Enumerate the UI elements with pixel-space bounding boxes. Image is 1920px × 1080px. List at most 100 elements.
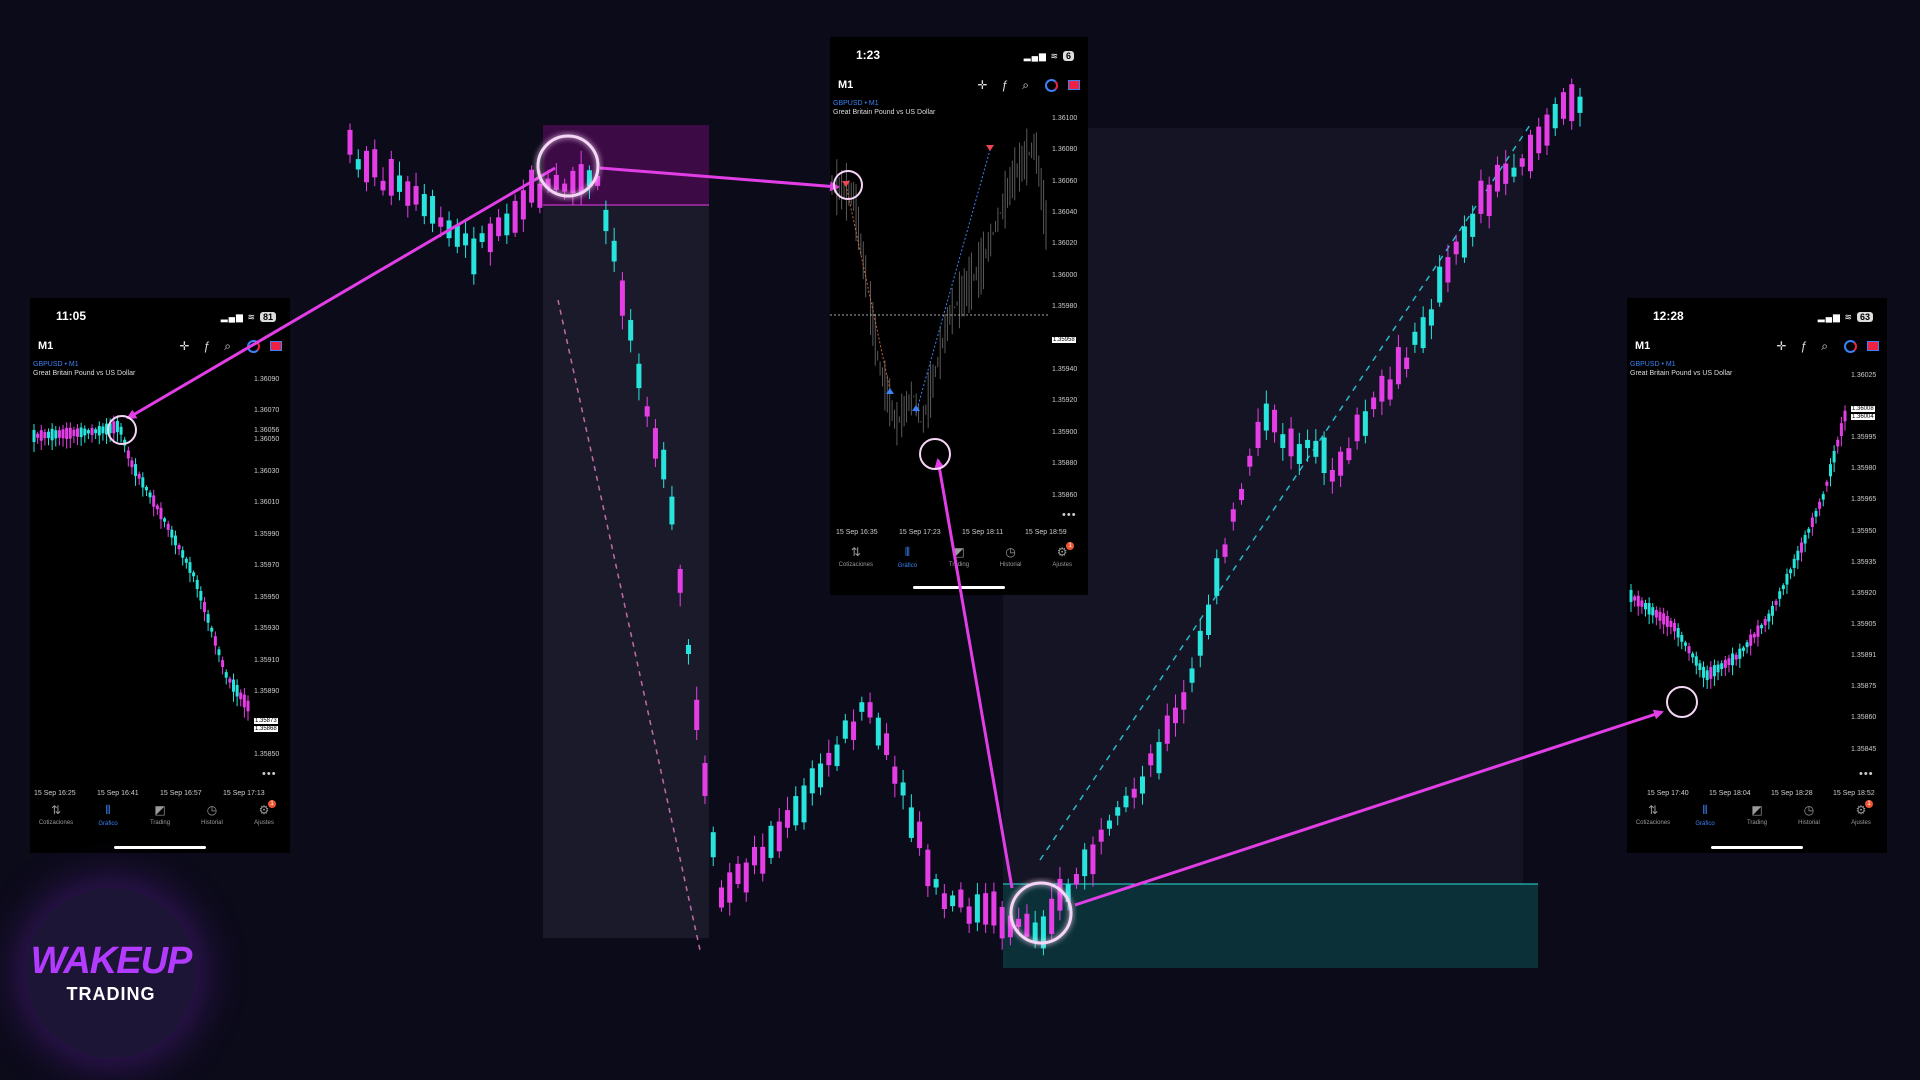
mini-chart[interactable]	[830, 115, 1050, 527]
mini-chart[interactable]	[1627, 376, 1849, 796]
battery-level: 81	[259, 312, 276, 322]
candle	[702, 763, 708, 796]
candle	[1230, 509, 1236, 522]
candle	[1763, 619, 1767, 626]
candle	[347, 129, 353, 155]
y-tick: 1.36050	[254, 436, 280, 443]
nav-trading[interactable]: ◩ Trading	[939, 545, 979, 569]
candle	[875, 717, 881, 746]
candle	[1197, 630, 1203, 656]
y-tick: 1.35920	[1052, 397, 1078, 404]
candle	[1313, 440, 1319, 457]
nav-chart[interactable]: ⦀ Gráfico	[1685, 803, 1725, 827]
y-tick: 1.36070	[254, 407, 280, 414]
nav-settings[interactable]: ⚙ Ajustes 1	[1841, 800, 1881, 827]
trade-icon[interactable]	[270, 341, 282, 351]
more-icon[interactable]: •••	[1859, 768, 1874, 780]
nav-quotes[interactable]: ⇅ Cotizaciones	[836, 545, 876, 569]
trade-icon[interactable]	[1068, 80, 1080, 90]
nav-history[interactable]: ◷ Historial	[192, 803, 232, 827]
account-icon[interactable]	[247, 339, 260, 353]
indicators-icon[interactable]: ƒ	[203, 339, 211, 353]
nav-trading[interactable]: ◩ Trading	[140, 803, 180, 827]
bottom-nav: ⇅ Cotizaciones ⦀ Gráfico ◩ Trading ◷ Histori…	[1627, 800, 1887, 827]
chart-toolbar: M1 ✛ ƒ ⌕	[1627, 334, 1887, 358]
x-tick: 15 Sep 18:04	[1709, 790, 1751, 797]
candle	[1651, 607, 1655, 616]
nav-history[interactable]: ◷ Historial	[1789, 803, 1829, 827]
candle	[1694, 656, 1698, 666]
candle	[108, 423, 112, 434]
y-tick: 1.36090	[254, 376, 280, 383]
candle	[454, 225, 460, 247]
candle	[1731, 653, 1735, 666]
candle	[1486, 184, 1492, 217]
crosshair-icon[interactable]: ✛	[179, 339, 190, 353]
y-tick: 1.35965	[1851, 496, 1877, 503]
candle	[966, 906, 972, 924]
candle	[1781, 585, 1785, 590]
candle	[126, 450, 130, 459]
candle	[1716, 664, 1720, 673]
candle	[1503, 163, 1509, 184]
indicators-icon[interactable]: ƒ	[1001, 78, 1009, 92]
candle	[553, 174, 559, 190]
nav-quotes[interactable]: ⇅ Cotizaciones	[1633, 803, 1673, 827]
candle	[1032, 922, 1038, 944]
indicators-icon[interactable]: ƒ	[1800, 339, 1808, 353]
candles-icon: ⦀	[904, 545, 911, 559]
y-tick: 1.36020	[1052, 240, 1078, 247]
price-axis: 1.36100 1.36080 1.36060 1.36040 1.36020 …	[1050, 115, 1088, 527]
account-icon[interactable]	[1844, 339, 1857, 353]
nav-trading[interactable]: ◩ Trading	[1737, 803, 1777, 827]
candle	[134, 464, 138, 476]
nav-settings[interactable]: ⚙ Ajustes 1	[1042, 542, 1082, 569]
objects-icon[interactable]: ⌕	[224, 338, 231, 353]
nav-settings[interactable]: ⚙ Ajustes 1	[244, 800, 284, 827]
candle	[72, 429, 76, 436]
candle	[1379, 375, 1385, 402]
trade-icon[interactable]	[1867, 341, 1879, 351]
candle	[1404, 357, 1410, 370]
candle	[421, 194, 427, 217]
y-tick: 1.36056	[254, 427, 280, 434]
candle	[380, 180, 386, 191]
candle	[545, 178, 551, 189]
timeframe-button[interactable]: M1	[38, 340, 54, 352]
nav-chart[interactable]: ⦀ Gráfico	[887, 545, 927, 569]
nav-chart[interactable]: ⦀ Gráfico	[88, 803, 128, 827]
y-tick: 1.36025	[1851, 372, 1877, 379]
y-tick: 1.35950	[254, 594, 280, 601]
candle	[826, 752, 832, 766]
candle	[32, 429, 36, 443]
timeframe-button[interactable]: M1	[1635, 340, 1651, 352]
candle	[1519, 158, 1525, 167]
candle	[224, 672, 228, 678]
buy-marker	[886, 388, 894, 394]
candle	[1255, 421, 1261, 448]
nav-quotes[interactable]: ⇅ Cotizaciones	[36, 803, 76, 827]
more-icon[interactable]: •••	[262, 768, 277, 780]
candle	[202, 602, 206, 613]
candle	[1239, 488, 1245, 501]
candle	[628, 320, 634, 341]
candle	[1395, 347, 1401, 385]
mini-chart[interactable]	[30, 376, 252, 796]
candle	[1636, 595, 1640, 607]
y-tick: 1.36060	[1052, 178, 1078, 185]
y-tick: 1.35940	[1052, 366, 1078, 373]
y-tick: 1.35935	[1851, 559, 1877, 566]
timeframe-button[interactable]: M1	[838, 79, 854, 91]
candle	[1577, 96, 1583, 113]
candle	[1705, 670, 1709, 681]
nav-history[interactable]: ◷ Historial	[991, 545, 1031, 569]
symbol-description: Great Britain Pound vs US Dollar	[833, 109, 936, 116]
crosshair-icon[interactable]: ✛	[977, 78, 988, 92]
objects-icon[interactable]: ⌕	[1022, 77, 1029, 92]
objects-icon[interactable]: ⌕	[1821, 338, 1828, 353]
more-icon[interactable]: •••	[1062, 509, 1077, 521]
chart-toolbar: M1 ✛ ƒ ⌕	[830, 73, 1088, 97]
candle	[768, 825, 774, 858]
account-icon[interactable]	[1045, 78, 1058, 92]
crosshair-icon[interactable]: ✛	[1776, 339, 1787, 353]
